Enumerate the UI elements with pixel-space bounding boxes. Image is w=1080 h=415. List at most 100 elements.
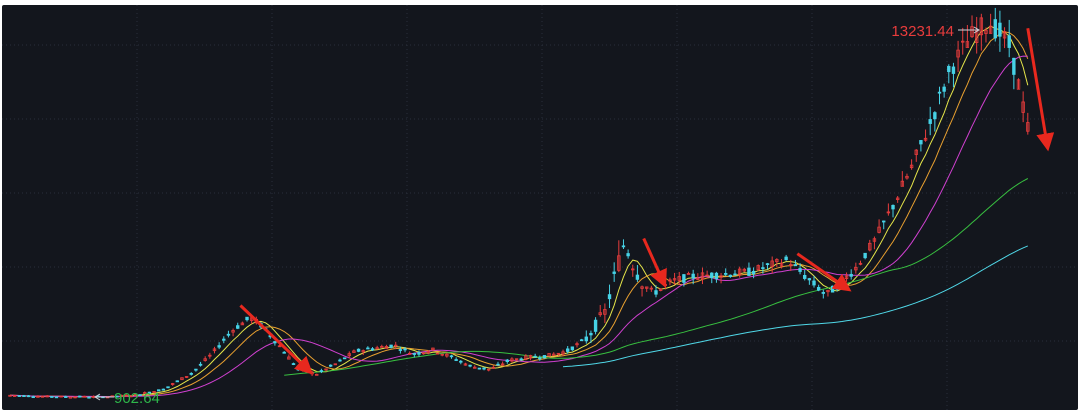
- candle-body-100: [473, 366, 477, 369]
- candle-body-3: [22, 395, 26, 397]
- candle-body-196: [919, 140, 923, 145]
- candle-body-35: [170, 383, 175, 385]
- ma-line-3: [284, 178, 1029, 376]
- candle-body-205: [961, 40, 965, 43]
- candle-body-190: [891, 204, 895, 210]
- candle-body-108: [510, 358, 514, 362]
- candle-body-24: [119, 394, 124, 397]
- candle-body-4: [26, 395, 31, 398]
- candle-body-212: [993, 19, 997, 39]
- candle-body-83: [394, 344, 398, 347]
- candle-body-84: [398, 349, 403, 351]
- candle-body-138: [649, 287, 654, 290]
- candle-body-143: [672, 278, 677, 281]
- candle-body-9: [50, 396, 54, 398]
- price-labels: 13231.44 902.64: [94, 23, 980, 407]
- candle-body-159: [747, 267, 751, 276]
- candle-body-33: [161, 388, 166, 391]
- candle-body-26: [129, 395, 133, 398]
- candle-body-172: [807, 278, 812, 281]
- candle-body-96: [454, 359, 458, 361]
- candle-body-123: [579, 339, 584, 342]
- candle-body-109: [514, 358, 519, 361]
- candle-body-74: [352, 350, 356, 353]
- candle-body-191: [895, 197, 900, 200]
- grid-lines: [2, 5, 1078, 410]
- candle-body-168: [789, 264, 793, 267]
- candle-body-58: [277, 345, 282, 348]
- candle-body-189: [886, 211, 891, 214]
- candle-body-152: [714, 272, 719, 280]
- candle-body-7: [40, 395, 45, 398]
- candle-body-144: [677, 276, 681, 281]
- candle-body-124: [584, 336, 588, 342]
- candle-body-158: [742, 268, 746, 272]
- candle-body-39: [189, 372, 193, 375]
- candle-body-28: [138, 394, 142, 396]
- candle-body-140: [658, 288, 663, 291]
- candle-body-153: [719, 275, 723, 278]
- candle-body-219: [1026, 122, 1030, 132]
- candle-body-166: [779, 262, 784, 267]
- candle-body-115: [542, 355, 547, 359]
- candle-body-169: [793, 264, 798, 267]
- candle-body-125: [589, 332, 593, 336]
- candle-body-174: [816, 286, 821, 291]
- candle-body-98: [463, 363, 468, 366]
- candle-body-194: [909, 164, 914, 169]
- candle-body-64: [305, 370, 310, 373]
- candle-body-173: [812, 280, 816, 286]
- candle-body-43: [208, 354, 212, 357]
- candle-body-151: [710, 272, 714, 279]
- candle-body-204: [956, 49, 960, 58]
- candle-body-93: [440, 353, 444, 356]
- candle-body-5: [31, 396, 35, 399]
- candle-body-156: [733, 273, 737, 276]
- candle-body-216: [1012, 57, 1016, 75]
- candle-body-6: [36, 395, 40, 398]
- candle-body-0: [8, 394, 12, 397]
- candle-body-99: [468, 364, 472, 367]
- candle-body-76: [361, 350, 365, 353]
- candle-body-92: [435, 352, 440, 355]
- low-price-label: 902.64: [114, 390, 160, 407]
- candle-body-211: [988, 25, 993, 34]
- candle-body-203: [951, 66, 956, 74]
- down-arrow-2: [796, 252, 852, 292]
- candle-body-102: [482, 367, 486, 370]
- candle-body-37: [180, 377, 184, 381]
- candle-body-185: [868, 242, 872, 251]
- candle-body-154: [724, 273, 728, 275]
- candle-body-188: [882, 220, 886, 223]
- candle-body-50: [240, 322, 245, 326]
- candle-body-8: [45, 395, 49, 398]
- candle-body-160: [751, 270, 756, 275]
- candle-body-132: [621, 245, 626, 248]
- candle-body-112: [528, 355, 533, 359]
- chart-panel: 13231.44 902.64: [2, 5, 1078, 410]
- candle-body-103: [486, 368, 491, 371]
- candle-body-16: [82, 395, 87, 398]
- candle-body-129: [607, 294, 612, 300]
- candle-body-105: [496, 363, 500, 366]
- candle-body-176: [826, 289, 830, 293]
- candle-body-147: [691, 273, 695, 279]
- candle-body-87: [412, 353, 417, 355]
- candle-body-197: [923, 137, 928, 141]
- candle-body-1: [12, 395, 17, 397]
- candle-body-30: [147, 391, 152, 394]
- candle-body-101: [477, 367, 482, 370]
- candle-body-36: [175, 380, 180, 383]
- candle-body-104: [491, 366, 496, 369]
- candle-body-31: [152, 391, 156, 393]
- candle-body-29: [143, 392, 147, 394]
- candle-body-72: [342, 357, 347, 360]
- candle-body-122: [575, 343, 579, 346]
- high-pointer-head: [973, 26, 980, 34]
- candle-body-27: [133, 393, 138, 396]
- candle-body-68: [324, 368, 328, 371]
- candle-body-78: [370, 348, 375, 351]
- candle-body-25: [124, 394, 128, 397]
- candle-body-201: [942, 86, 946, 92]
- candle-body-71: [338, 359, 342, 362]
